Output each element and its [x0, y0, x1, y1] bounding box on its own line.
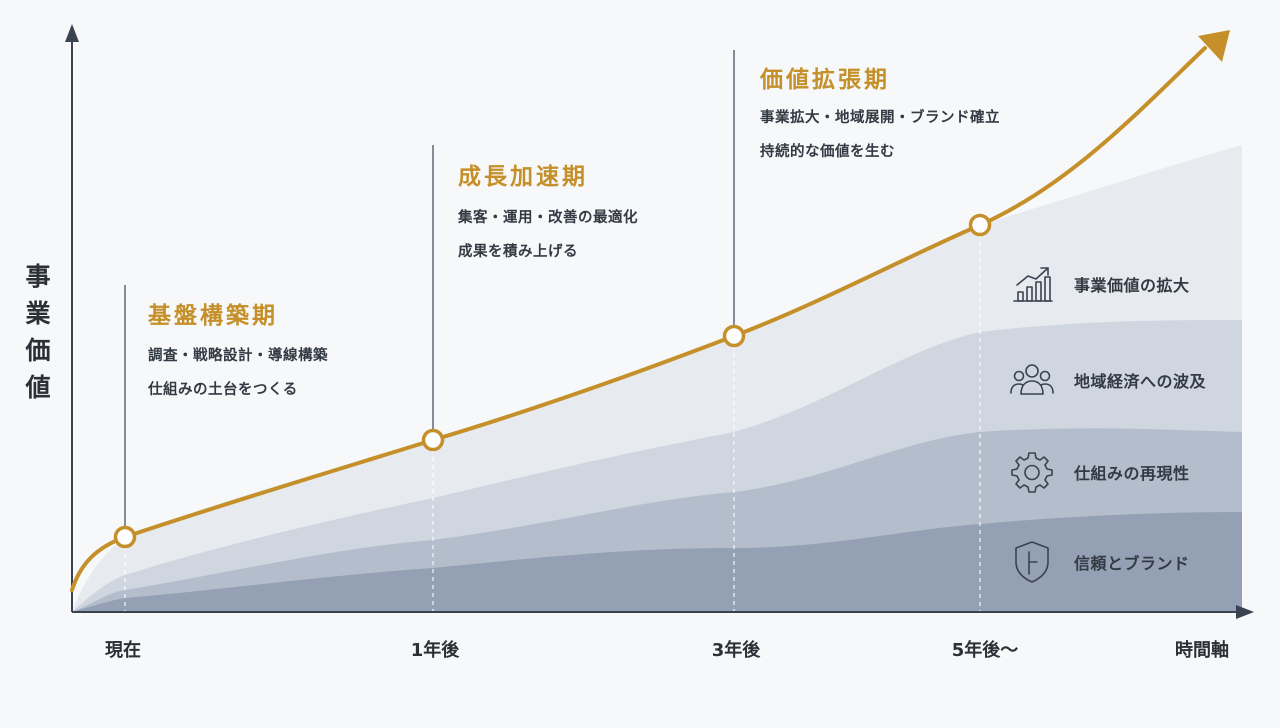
x-axis-arrowhead	[1236, 605, 1254, 619]
phase-title-acceleration: 成長加速期	[458, 164, 588, 190]
phase-desc-acceleration-1: 集客・運用・改善の最適化	[458, 210, 638, 226]
y-axis-label: 事業価値	[25, 262, 51, 402]
legend-item-regional-economy: 地域経済への波及	[1008, 356, 1206, 404]
phase-desc-foundation-1: 調査・戦略設計・導線構築	[148, 348, 328, 364]
x-tick-3y: 3年後	[711, 640, 761, 661]
y-axis-arrowhead	[65, 24, 79, 42]
phase-desc-acceleration-2: 成果を積み上げる	[458, 244, 578, 260]
legend-item-value-growth: 事業価値の拡大	[1008, 260, 1190, 308]
bar-chart-growth-icon	[1013, 267, 1053, 302]
phase-desc-foundation-2: 仕組みの土台をつくる	[148, 382, 298, 398]
milestone-node-5y	[968, 213, 992, 237]
growth-arrowhead	[1198, 30, 1230, 62]
milestone-node-now	[113, 525, 137, 549]
x-tick-5y: 5年後〜	[951, 640, 1019, 661]
x-tick-now: 現在	[105, 640, 141, 661]
x-axis-label: 時間軸	[1175, 640, 1229, 661]
legend-label-reproducibility: 仕組みの再現性	[1074, 464, 1190, 483]
growth-curve	[70, 46, 1207, 592]
area-layer-trust	[72, 512, 1242, 612]
phase-title-expansion: 価値拡張期	[760, 67, 890, 93]
gear-icon	[1011, 452, 1053, 493]
x-tick-1y: 1年後	[410, 640, 460, 661]
legend-label-regional-economy: 地域経済への波及	[1074, 372, 1207, 391]
legend-label-trust-brand: 信頼とブランド	[1074, 554, 1190, 573]
legend-label-value-growth: 事業価値の拡大	[1074, 276, 1190, 295]
phase-desc-expansion-1: 事業拡大・地域展開・ブランド確立	[760, 110, 1000, 126]
shield-icon	[1015, 541, 1049, 583]
legend-item-reproducibility: 仕組みの再現性	[1008, 448, 1190, 496]
legend-item-trust-brand: 信頼とブランド	[1008, 538, 1190, 586]
phase-title-foundation: 基盤構築期	[148, 303, 278, 329]
people-group-icon	[1010, 364, 1054, 395]
milestone-node-3y	[722, 324, 746, 348]
phase-desc-expansion-2: 持続的な価値を生む	[760, 144, 895, 160]
milestone-node-1y	[421, 428, 445, 452]
